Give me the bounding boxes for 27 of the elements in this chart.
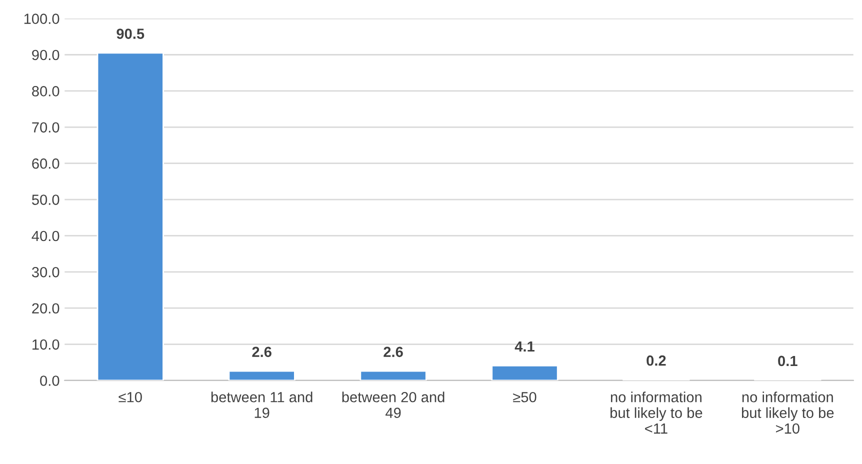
data-label: 2.6: [252, 346, 272, 358]
bar: [360, 370, 427, 380]
y-tick-label: 60.0: [32, 158, 60, 169]
y-tick-label: 50.0: [32, 194, 60, 205]
bar: [96, 52, 164, 380]
y-tick-label: 100.0: [24, 14, 60, 24]
y-tick-label: 30.0: [32, 267, 60, 278]
x-tick-label: ≥50: [513, 392, 536, 402]
data-label: 2.6: [384, 346, 403, 358]
x-tick-label: between 20 and 49: [342, 392, 444, 418]
y-tick-label: 20.0: [32, 303, 60, 314]
data-label: 4.1: [514, 341, 534, 352]
x-tick-label: between 11 and 19: [211, 392, 312, 418]
y-tick-label: 80.0: [32, 86, 60, 96]
bar: [491, 364, 558, 380]
x-tick-label: no information but likely to be <11: [610, 392, 702, 434]
y-tick-label: 0.0: [40, 376, 60, 386]
y-tick-label: 90.0: [32, 50, 60, 60]
x-tick-label: no information but likely to be >10: [742, 392, 834, 434]
y-tick-label: 40.0: [32, 230, 60, 242]
data-label: 90.5: [116, 28, 144, 39]
y-tick-label: 10.0: [32, 339, 60, 350]
data-label: 0.2: [646, 355, 666, 366]
y-tick-label: 70.0: [32, 122, 60, 133]
bar: [228, 370, 296, 380]
x-tick-label: ≤10: [118, 392, 142, 402]
data-label: 0.1: [778, 356, 798, 366]
